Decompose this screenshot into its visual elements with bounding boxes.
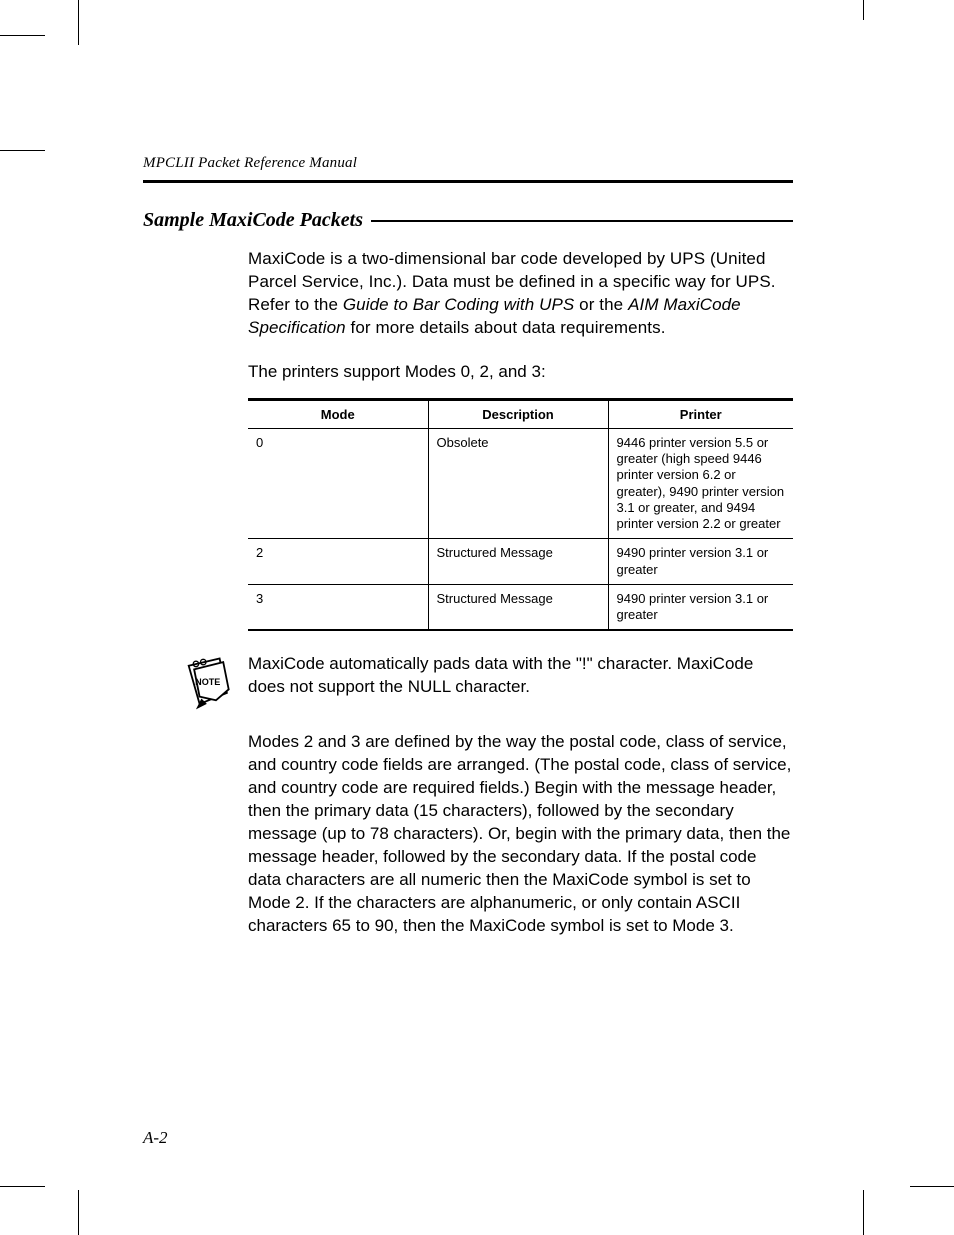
modes-table-inner: Mode Description Printer 0 Obsolete 9446… (248, 401, 793, 630)
section-title-rule (371, 220, 793, 222)
crop-mark (863, 0, 864, 20)
cell-printer: 9490 printer version 3.1 or greater (608, 539, 793, 585)
crop-mark (0, 150, 45, 151)
cell-printer: 9446 printer version 5.5 or greater (hig… (608, 428, 793, 539)
cell-mode: 3 (248, 584, 428, 629)
cell-mode: 0 (248, 428, 428, 539)
cell-description: Structured Message (428, 584, 608, 629)
modes-support-line: The printers support Modes 0, 2, and 3: (248, 362, 793, 382)
note-icon: NOTE (183, 653, 238, 713)
col-printer: Printer (608, 401, 793, 429)
note-text: MaxiCode automatically pads data with th… (248, 653, 793, 713)
crop-mark (910, 1186, 954, 1187)
crop-mark (78, 1190, 79, 1235)
col-description: Description (428, 401, 608, 429)
citation-italic: Guide to Bar Coding with UPS (343, 295, 574, 314)
body-paragraph: Modes 2 and 3 are defined by the way the… (248, 731, 793, 937)
col-mode: Mode (248, 401, 428, 429)
content-area: MPCLII Packet Reference Manual Sample Ma… (143, 155, 793, 938)
table-row: 3 Structured Message 9490 printer versio… (248, 584, 793, 629)
crop-mark (0, 1186, 45, 1187)
crop-mark (0, 35, 45, 36)
section-title: Sample MaxiCode Packets (143, 209, 371, 232)
section-title-row: Sample MaxiCode Packets (143, 209, 793, 232)
crop-mark (78, 0, 79, 45)
intro-text: for more details about data requirements… (346, 318, 666, 337)
table-row: 0 Obsolete 9446 printer version 5.5 or g… (248, 428, 793, 539)
crop-mark (863, 1190, 864, 1235)
cell-printer: 9490 printer version 3.1 or greater (608, 584, 793, 629)
page-number: A-2 (143, 1128, 168, 1148)
page: MPCLII Packet Reference Manual Sample Ma… (0, 0, 954, 1235)
intro-paragraph: MaxiCode is a two-dimensional bar code d… (248, 248, 793, 340)
table-row: 2 Structured Message 9490 printer versio… (248, 539, 793, 585)
cell-description: Structured Message (428, 539, 608, 585)
header-rule (143, 180, 793, 183)
running-head: MPCLII Packet Reference Manual (143, 155, 793, 172)
cell-description: Obsolete (428, 428, 608, 539)
cell-mode: 2 (248, 539, 428, 585)
modes-table: Mode Description Printer 0 Obsolete 9446… (248, 398, 793, 632)
intro-text: or the (574, 295, 628, 314)
note-block: NOTE MaxiCode automatically pads data wi… (143, 653, 793, 713)
note-label-text: NOTE (195, 677, 220, 687)
table-header-row: Mode Description Printer (248, 401, 793, 429)
